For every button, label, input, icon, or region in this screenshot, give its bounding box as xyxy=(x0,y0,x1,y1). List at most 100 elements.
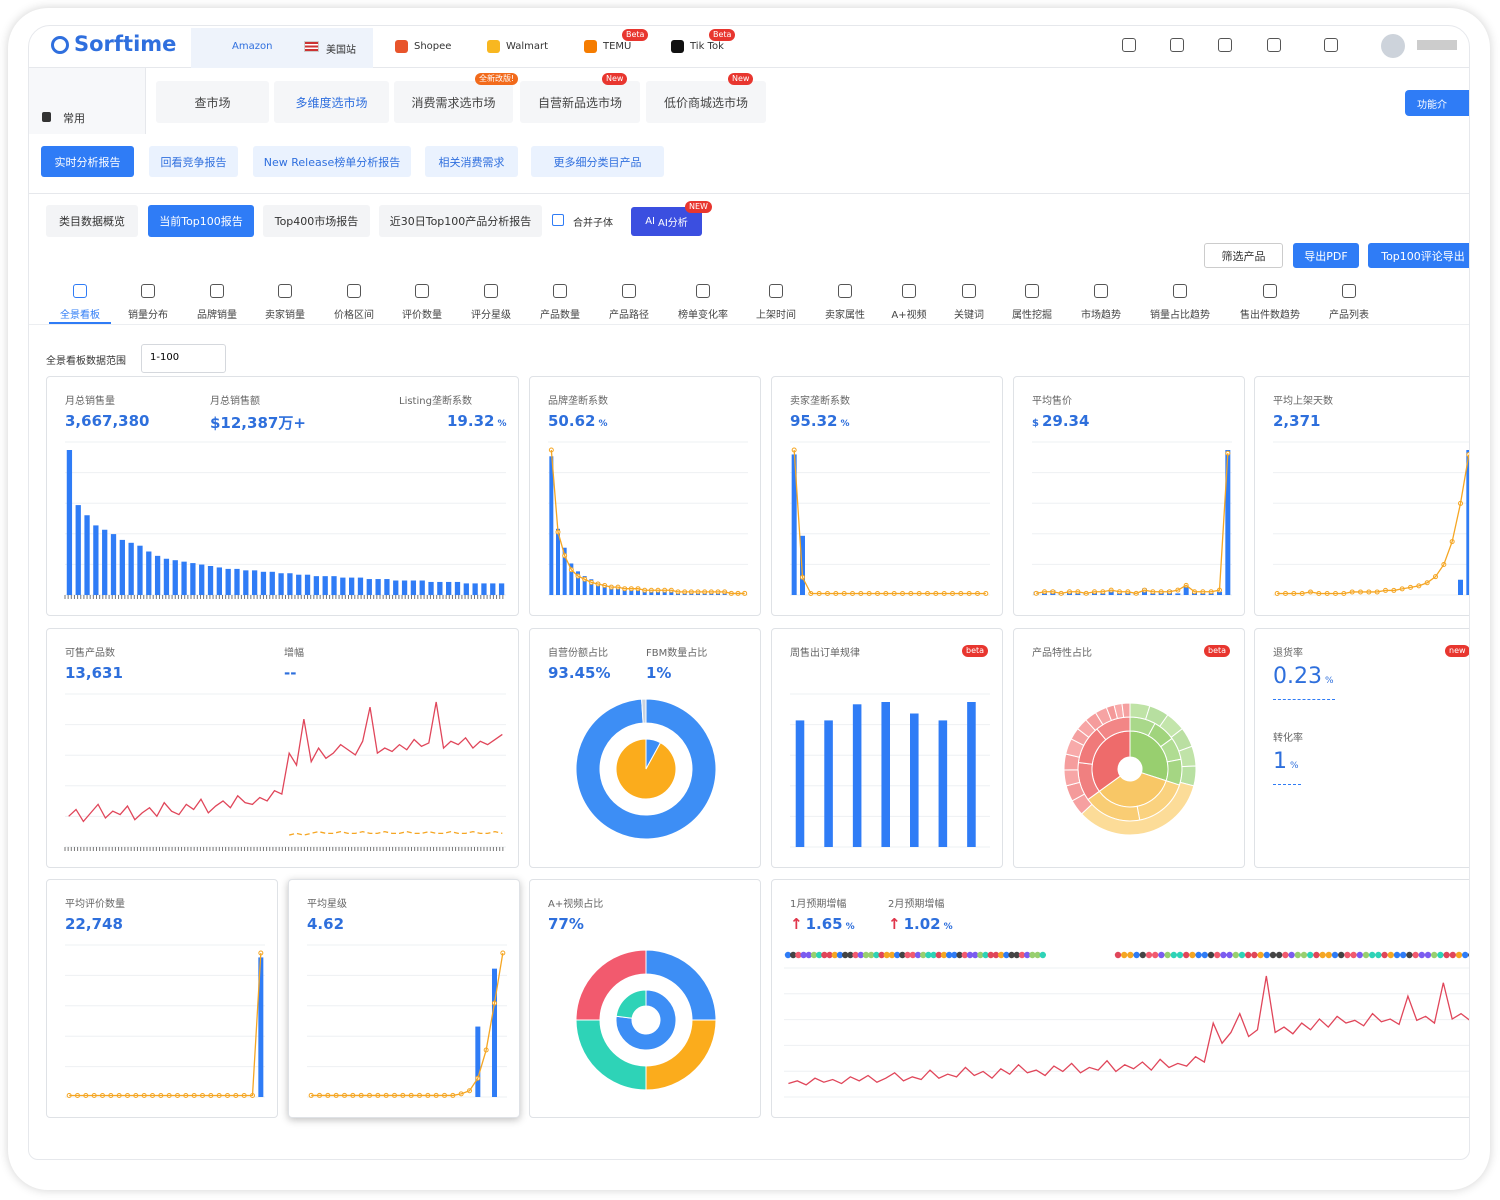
report-tab[interactable]: 更多细分类目产品 xyxy=(531,146,664,177)
platform-tab[interactable]: Walmart xyxy=(506,41,549,52)
tab-icon[interactable] xyxy=(210,284,224,298)
analysis-tab[interactable]: 产品列表 xyxy=(1329,310,1369,321)
market-tab[interactable] xyxy=(646,81,766,123)
tab-icon[interactable] xyxy=(1342,284,1356,298)
toolbar-icon[interactable] xyxy=(1267,38,1281,52)
analysis-tab[interactable]: 价格区间 xyxy=(334,310,374,321)
tab-icon[interactable] xyxy=(962,284,976,298)
analysis-tab[interactable]: 关键词 xyxy=(954,310,984,321)
analysis-tab[interactable]: 评分星级 xyxy=(471,310,511,321)
dot-strip xyxy=(1133,951,1140,959)
range-select[interactable]: 1-100 xyxy=(141,344,226,373)
analysis-tab[interactable]: 销量分布 xyxy=(128,310,168,321)
platform-tab[interactable]: Tik Tok xyxy=(690,41,724,52)
tab-icon[interactable] xyxy=(1263,284,1277,298)
tab-icon[interactable] xyxy=(838,284,852,298)
metric-number: 95.32 xyxy=(790,412,838,430)
tab-icon[interactable] xyxy=(415,284,429,298)
market-tab[interactable] xyxy=(520,81,640,123)
toolbar-icon[interactable] xyxy=(1218,38,1232,52)
tab-icon[interactable] xyxy=(1025,284,1039,298)
ai-label: AI分析 xyxy=(658,218,688,229)
market-tab-label[interactable]: 多维度选市场 xyxy=(295,96,368,110)
report-tab[interactable]: New Release榜单分析报告 xyxy=(253,146,411,177)
dot-strip xyxy=(1018,951,1026,959)
mini-chart xyxy=(575,698,717,840)
region[interactable]: 美国站 xyxy=(326,45,356,56)
market-tab[interactable] xyxy=(394,81,513,123)
analysis-tab[interactable]: 上架时间 xyxy=(756,310,796,321)
metric-label: 产品特性占比 xyxy=(1032,648,1092,659)
tab-icon[interactable] xyxy=(1094,284,1108,298)
metric-number: 1 xyxy=(1273,749,1287,774)
sub-tab[interactable]: 近30日Top100产品分析报告 xyxy=(379,205,542,237)
tab-icon[interactable] xyxy=(484,284,498,298)
bar xyxy=(967,702,976,847)
action-button[interactable]: 导出PDF xyxy=(1293,243,1359,268)
line xyxy=(788,975,1469,1086)
dot-strip xyxy=(1288,951,1295,959)
analysis-tab[interactable]: 属性挖掘 xyxy=(1012,310,1052,321)
tab-icon[interactable] xyxy=(73,284,87,298)
tab-icon[interactable] xyxy=(1173,284,1187,298)
metric-unit: % xyxy=(845,922,855,932)
market-tab-label[interactable]: 消费需求选市场 xyxy=(411,96,496,110)
tab-icon[interactable] xyxy=(622,284,636,298)
market-tab-label[interactable]: 低价商城选市场 xyxy=(663,96,748,110)
tab-icon[interactable] xyxy=(278,284,292,298)
action-button[interactable]: 筛选产品 xyxy=(1204,243,1283,268)
mini-chart xyxy=(64,693,506,851)
dot-strip xyxy=(883,951,890,959)
dot-strip xyxy=(1189,951,1196,959)
bar xyxy=(225,568,231,595)
tab-icon[interactable] xyxy=(902,284,916,298)
platform-tab[interactable]: Shopee xyxy=(414,41,452,52)
analysis-tab[interactable]: 卖家属性 xyxy=(825,310,865,321)
market-tab[interactable] xyxy=(274,81,389,123)
tab-icon[interactable] xyxy=(769,284,783,298)
report-tab[interactable]: 相关消费需求 xyxy=(425,146,518,177)
tab-icon[interactable] xyxy=(141,284,155,298)
toolbar-icon[interactable] xyxy=(1170,38,1184,52)
analysis-tab[interactable]: 售出件数趋势 xyxy=(1240,310,1300,321)
analysis-tab[interactable]: 市场趋势 xyxy=(1081,310,1121,321)
market-tab[interactable] xyxy=(156,81,269,123)
tab-icon[interactable] xyxy=(553,284,567,298)
card: A+视频占比 77% xyxy=(529,879,761,1118)
report-tab[interactable]: 实时分析报告 xyxy=(41,146,134,177)
platform-tab[interactable]: TEMU xyxy=(603,41,632,52)
mini-chart xyxy=(548,441,748,596)
sub-tab[interactable]: 当前Top100报告 xyxy=(148,205,254,237)
analysis-tab[interactable]: 产品路径 xyxy=(609,310,649,321)
market-tab-label[interactable]: 查市场 xyxy=(194,96,231,110)
sub-tab[interactable]: 类目数据概览 xyxy=(46,205,138,237)
analysis-tab[interactable]: 评价数量 xyxy=(402,310,442,321)
toolbar-icon[interactable] xyxy=(1324,38,1338,52)
bar xyxy=(1225,450,1231,595)
dot-strip xyxy=(1251,951,1258,959)
analysis-tab[interactable]: 品牌销量 xyxy=(197,310,237,321)
platform[interactable]: Amazon xyxy=(232,41,273,52)
market-tab-label[interactable]: 自营新品选市场 xyxy=(537,96,622,110)
site-tab[interactable] xyxy=(191,28,373,68)
analysis-tab[interactable]: 销量占比趋势 xyxy=(1150,310,1210,321)
tab-icon[interactable] xyxy=(347,284,361,298)
analysis-tab[interactable]: 卖家销量 xyxy=(265,310,305,321)
report-tab[interactable]: 回看竞争报告 xyxy=(149,146,238,177)
analysis-tab[interactable]: A+视频 xyxy=(891,310,927,321)
metric-value: 19.32% xyxy=(447,412,506,430)
sub-tab[interactable]: Top400市场报告 xyxy=(263,205,370,237)
help-button[interactable]: 功能介 xyxy=(1405,90,1469,116)
card-badge: new xyxy=(1445,645,1469,657)
toolbar-icon[interactable] xyxy=(1122,38,1136,52)
action-button[interactable]: Top100评论导出 xyxy=(1368,243,1469,268)
avatar[interactable] xyxy=(1381,34,1405,58)
analysis-tab[interactable]: 榜单变化率 xyxy=(678,310,728,321)
analysis-tab[interactable]: 全景看板 xyxy=(60,310,100,321)
logo[interactable]: Sorftime xyxy=(74,32,177,56)
checkbox-label[interactable]: 合并子体 xyxy=(573,218,613,229)
mini-chart xyxy=(65,944,265,1099)
analysis-tab[interactable]: 产品数量 xyxy=(540,310,580,321)
tab-icon[interactable] xyxy=(696,284,710,298)
checkbox[interactable] xyxy=(552,214,564,226)
